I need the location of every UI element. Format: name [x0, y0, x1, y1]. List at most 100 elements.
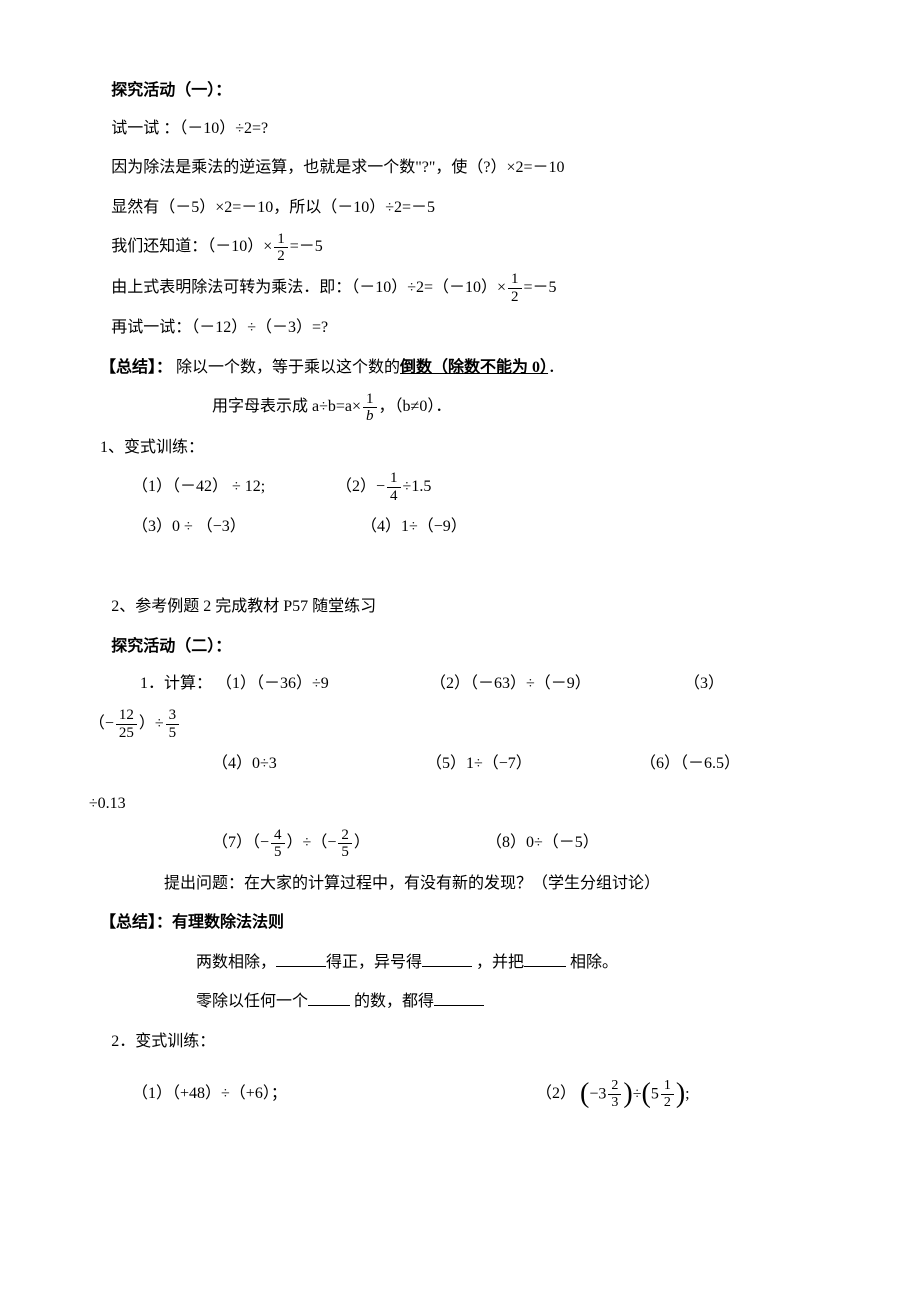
c5: （5）1÷（−7）	[426, 747, 636, 781]
blank5	[434, 989, 484, 1006]
conclusion-dot: ．	[548, 359, 564, 376]
blank1	[276, 950, 326, 967]
letter-pre: 用字母表示成 a÷b=a×	[212, 398, 361, 415]
num: 1	[387, 470, 401, 487]
num: 1	[363, 391, 377, 408]
try1: 试一试 ：（－10）÷2=?	[111, 112, 820, 146]
num: 12	[116, 707, 137, 724]
den: 5	[271, 843, 285, 861]
frac-1225: 1225	[116, 707, 137, 741]
vt2-2: （2） (−323)÷(512);	[536, 1085, 690, 1102]
vt1-2: （2）−14÷1.5	[336, 478, 431, 495]
ref-example: 2、参考例题 2 完成教材 P57 随堂练习	[111, 590, 820, 624]
num: 1	[508, 271, 522, 288]
m5-whole: 5	[651, 1085, 659, 1102]
frac-1b: 1b	[363, 391, 377, 425]
rparen2: )	[676, 1078, 685, 1109]
m3-whole: 3	[598, 1085, 606, 1102]
conclusion-label: 【总结】：	[100, 359, 172, 376]
conclusion-underline: 倒数（除数不能为 0）	[400, 359, 548, 376]
num: 4	[271, 827, 285, 844]
vt1-1: （1）（－42） ÷ 12;	[132, 470, 332, 504]
c3-pre: （−	[89, 715, 114, 732]
c6-tail: ÷0.13	[89, 787, 820, 821]
calc-label: 1．计算：	[140, 675, 212, 692]
blank2	[422, 950, 472, 967]
vt1-2-pre: （2）−	[336, 478, 385, 495]
vt2-1: （1）（+48）÷（+6）；	[132, 1077, 532, 1111]
conv-pre: 由上式表明除法可转为乘法．即：（－10）÷2=（－10）×	[111, 279, 506, 296]
lparen2: (	[641, 1078, 650, 1109]
calc-row1: 1．计算： （1）（－36）÷9 （2）（－63）÷（－9） （3）	[140, 667, 820, 701]
rule2-b: 的数，都得	[350, 993, 434, 1010]
lparen1: (	[580, 1078, 589, 1109]
frac-23: 23	[608, 1078, 621, 1110]
vt1-4: （4）1÷（−9）	[361, 518, 467, 535]
spacer	[100, 550, 820, 590]
den: 5	[338, 843, 352, 861]
den: 4	[387, 487, 401, 505]
rule1-d: 相除。	[566, 954, 618, 971]
conv-post: =－5	[524, 279, 557, 296]
semicolon: ;	[685, 1085, 689, 1102]
c4: （4）0÷3	[212, 747, 422, 781]
frac-25: 25	[338, 827, 352, 861]
den: 5	[166, 724, 180, 742]
weknow-pre: 我们还知道：（－10）×	[111, 238, 272, 255]
rule1-c: ，并把	[472, 954, 524, 971]
weknow-post: =－5	[290, 238, 323, 255]
blank3	[524, 950, 566, 967]
c7-pre: （7）（−	[212, 834, 269, 851]
summary-label: 【总结】：有理数除法法则	[100, 906, 820, 940]
frac-14: 14	[387, 470, 401, 504]
den: 25	[116, 724, 137, 742]
vt2-row1: （1）（+48）÷（+6）； （2） (−323)÷(512);	[132, 1065, 820, 1124]
frac-half-1: 12	[274, 231, 288, 265]
num: 2	[338, 827, 352, 844]
den: 2	[508, 288, 522, 306]
vt1-3: （3）0 ÷ （−3）	[132, 510, 357, 544]
rparen1: )	[623, 1078, 632, 1109]
vt1-row1: （1）（－42） ÷ 12; （2）−14÷1.5	[132, 470, 820, 504]
c7-mid: ）÷（−	[287, 834, 337, 851]
c3-label: （3）	[684, 675, 724, 692]
vt1-row2: （3）0 ÷ （−3） （4）1÷（−9）	[132, 510, 820, 544]
vt2-2-label: （2）	[536, 1085, 576, 1102]
activity2-title: 探究活动（二）：	[111, 630, 820, 664]
letter-form: 用字母表示成 a÷b=a×1b，（b≠0）．	[212, 390, 820, 424]
reason1: 因为除法是乘法的逆运算，也就是求一个数"?"，使（?）×2=－10	[111, 151, 820, 185]
c6: （6）（－6.5）	[640, 755, 740, 772]
try2: 再试一试：（－12）÷（－3）=?	[111, 311, 820, 345]
vt1-2-post: ÷1.5	[403, 478, 432, 495]
den: b	[363, 407, 377, 425]
c7-post: ）	[354, 834, 370, 851]
num: 1	[274, 231, 288, 248]
calc-row2: （4）0÷3 （5）1÷（−7） （6）（－6.5）	[212, 747, 820, 781]
frac-45: 45	[271, 827, 285, 861]
rule2-a: 零除以任何一个	[196, 993, 308, 1010]
c8: （8）0÷（－5）	[486, 834, 599, 851]
obvious: 显然有（－5）×2=－10，所以（－10）÷2=－5	[111, 191, 820, 225]
vt1-title: 1、变式训练：	[100, 431, 820, 465]
vt2-title: 2．变式训练：	[111, 1025, 820, 1059]
c3-expr: （−1225）÷35	[89, 707, 820, 741]
frac-12: 12	[661, 1078, 674, 1110]
conclusion1: 【总结】： 除以一个数，等于乘以这个数的倒数（除数不能为 0）．	[100, 351, 820, 385]
num: 1	[661, 1078, 674, 1093]
question: 提出问题：在大家的计算过程中，有没有新的发现？（学生分组讨论）	[164, 867, 820, 901]
conversion: 由上式表明除法可转为乘法．即：（－10）÷2=（－10）×12=－5	[111, 271, 820, 305]
den: 2	[661, 1094, 674, 1110]
rule1-a: 两数相除，	[196, 954, 276, 971]
blank4	[308, 989, 350, 1006]
frac-half-2: 12	[508, 271, 522, 305]
c2: （2）（－63）÷（－9）	[430, 667, 680, 701]
frac-35: 35	[166, 707, 180, 741]
c7: （7）（−45）÷（−25）	[212, 826, 482, 860]
activity1-title: 探究活动（一）：	[111, 74, 820, 108]
calc-row3: （7）（−45）÷（−25） （8）0÷（－5）	[212, 826, 820, 860]
num: 2	[608, 1078, 621, 1093]
conclusion-text: 除以一个数，等于乘以这个数的	[176, 359, 400, 376]
den: 3	[608, 1094, 621, 1110]
num: 3	[166, 707, 180, 724]
weknow: 我们还知道：（－10）×12=－5	[111, 230, 820, 264]
